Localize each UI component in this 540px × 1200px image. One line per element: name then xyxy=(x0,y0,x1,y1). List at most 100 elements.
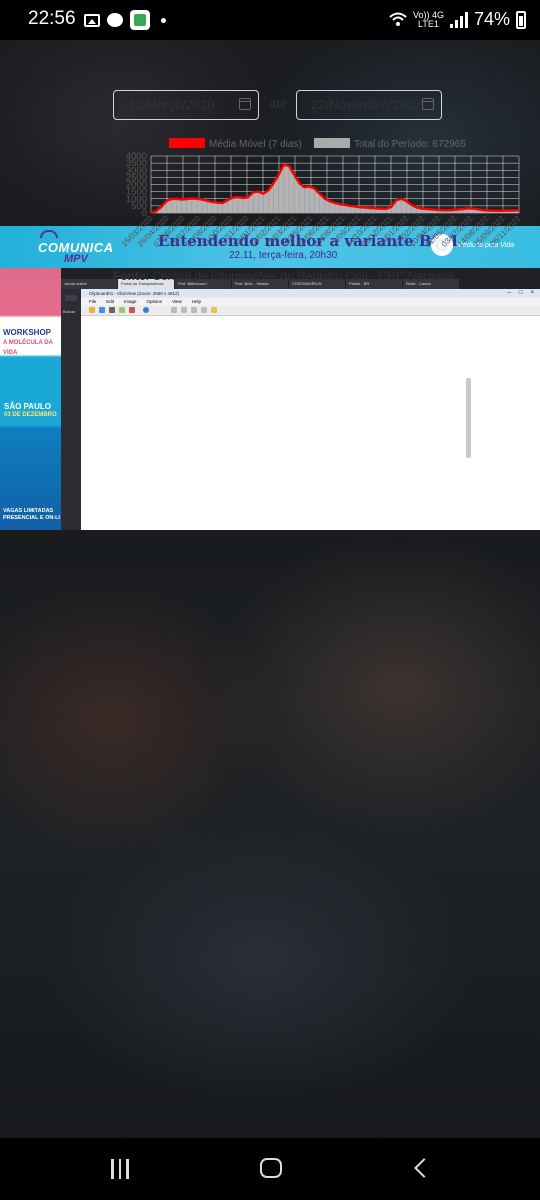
menu-item-file[interactable]: File xyxy=(89,299,97,304)
brand-line1: COMUNICA xyxy=(38,240,114,255)
date-to-value: 22/Novembro/2022 xyxy=(311,97,422,112)
browser-tab[interactable]: Portal da Transparência xyxy=(118,279,174,289)
menu-item-help[interactable]: Help xyxy=(191,299,202,304)
maximize-icon[interactable]: □ xyxy=(518,290,523,296)
gallery-icon xyxy=(84,13,100,27)
browser-tab[interactable]: Prof. Brito - Versão xyxy=(232,279,288,289)
workshop-vagas: VAGAS LIMITADAS PRESENCIAL E ON-LI xyxy=(3,508,60,522)
network-label-top: Vo)) 4G xyxy=(412,9,444,20)
close-icon[interactable]: × xyxy=(530,290,534,296)
menu-item-edit[interactable]: Edit xyxy=(106,299,115,304)
network-type: Vo)) 4G LTE1 xyxy=(412,9,444,29)
workshop-city: SÃO PAULO xyxy=(4,402,51,411)
legend-label-moving-average: Média Móvel (7 dias) xyxy=(209,139,302,150)
browser-tab-bar: Jornal online Portal da Transparência Prof… xyxy=(61,268,540,289)
y-tick-label: 500 xyxy=(131,201,147,212)
zoom-out-icon[interactable] xyxy=(181,307,187,313)
legend-swatch-total xyxy=(314,138,350,148)
workshop-title: WORKSHOP A MOLÉCULA DA VIDA xyxy=(3,328,62,358)
irfanview-window: Clipboard01 - IrfanView (Zoom: 2560 x 48… xyxy=(81,289,540,530)
minimize-icon[interactable]: – xyxy=(507,290,511,296)
windows-sidebar: Buscar xyxy=(61,289,81,530)
save-icon[interactable] xyxy=(99,307,105,313)
recent-apps-icon[interactable] xyxy=(111,1159,129,1179)
y-tick-label: 1000 xyxy=(126,194,147,205)
chat-icon xyxy=(107,13,123,27)
partner-name: Médicos pela Vida xyxy=(457,241,515,249)
window-controls: – □ × xyxy=(508,289,534,298)
network-label-bottom: LTE1 xyxy=(418,18,439,29)
more-notifications-icon xyxy=(161,17,166,23)
deaths-chart: Média Móvel (7 dias) Total do Período: 67… xyxy=(99,130,529,265)
battery-percentage: 74% xyxy=(473,9,510,29)
navigation-bar xyxy=(0,1138,540,1200)
date-from-input[interactable]: 12/Março/2020 xyxy=(113,90,259,120)
open-icon[interactable] xyxy=(89,307,95,313)
y-tick-label: 4000 xyxy=(126,151,147,162)
y-tick-label: 3500 xyxy=(126,158,147,169)
calendar-icon[interactable] xyxy=(239,98,251,110)
previous-icon[interactable] xyxy=(191,307,197,313)
date-from-value: 12/Março/2020 xyxy=(128,97,215,112)
calendar-icon[interactable] xyxy=(422,98,434,110)
print-icon[interactable] xyxy=(109,307,115,313)
source-note: Fonte: Central de Informações do Registr… xyxy=(113,269,454,283)
browser-tab[interactable]: Jornal online xyxy=(61,279,117,289)
broadcast-icon xyxy=(40,230,58,238)
shared-screen: Jornal online Portal da Transparência Prof… xyxy=(61,268,540,530)
live-banner: COMUNICA MPV Entendendo melhor a variant… xyxy=(0,226,540,268)
window-titlebar: Clipboard01 - IrfanView (Zoom: 2560 x 48… xyxy=(81,289,540,298)
menu-item-view[interactable]: View xyxy=(172,299,182,304)
next-icon[interactable] xyxy=(201,307,207,313)
workshop-date: 03 DE DEZEMBRO xyxy=(4,412,57,418)
date-to-input[interactable]: 22/Novembro/2022 xyxy=(296,90,442,120)
back-icon[interactable] xyxy=(414,1158,434,1178)
sidebar-label: Buscar xyxy=(63,309,76,314)
banner-subtitle: 22.11, terça-feira, 20h30 xyxy=(229,250,338,261)
status-right: Vo)) 4G LTE1 74% xyxy=(389,9,526,30)
partner-logo: Médicos pela Vida xyxy=(431,234,514,256)
vagas-line1: VAGAS LIMITADAS xyxy=(3,508,54,514)
y-tick-label: 2000 xyxy=(126,180,147,191)
partner-icon xyxy=(431,234,453,256)
chart-svg: Média Móvel (7 dias) Total do Período: 67… xyxy=(120,138,523,249)
date-range-separator: até xyxy=(269,96,288,111)
page-scrollbar[interactable] xyxy=(466,378,471,458)
wifi-icon xyxy=(389,12,407,26)
browser-tab[interactable]: CORONAVÍRUS xyxy=(289,279,345,289)
workshop-location: SÃO PAULO 03 DE DEZEMBRO xyxy=(4,402,57,420)
browser-tabs: Jornal online Portal da Transparência Prof… xyxy=(61,279,459,289)
browser-tab[interactable]: Prof. Bittencourt xyxy=(175,279,231,289)
y-tick-label: 3000 xyxy=(126,165,147,176)
notification-icons xyxy=(84,10,166,30)
settings-icon[interactable] xyxy=(211,307,217,313)
vagas-line2: PRESENCIAL E ON-LI xyxy=(3,515,61,521)
home-icon[interactable] xyxy=(260,1158,282,1178)
y-tick-label: 1500 xyxy=(126,187,147,198)
source-label: Fonte xyxy=(113,269,146,283)
info-icon[interactable] xyxy=(143,307,149,313)
window-menu: File Edit Image Options View Help xyxy=(81,298,540,305)
workshop-label: WORKSHOP xyxy=(3,328,51,337)
menu-item-image[interactable]: Image xyxy=(124,299,137,304)
zoom-in-icon[interactable] xyxy=(171,307,177,313)
copy-icon[interactable] xyxy=(119,307,125,313)
menu-item-options[interactable]: Options xyxy=(146,299,163,304)
battery-icon xyxy=(516,10,526,29)
y-tick-label: 0 xyxy=(142,208,147,219)
chart-page-content: 12/Março/2020 até 22/Novembro/2022 Média… xyxy=(99,90,529,304)
workshop-subtitle: A MOLÉCULA DA VIDA xyxy=(3,340,53,356)
browser-tab[interactable]: Rede - Casos xyxy=(403,279,459,289)
window-title: Clipboard01 - IrfanView (Zoom: 2560 x 48… xyxy=(89,291,179,296)
y-tick-label: 2500 xyxy=(126,172,147,183)
brand-logo: COMUNICA MPV xyxy=(38,233,114,265)
source-text: : Central de Informações do Registro Civ… xyxy=(145,269,455,283)
delete-icon[interactable] xyxy=(129,307,135,313)
moving-average-line xyxy=(150,163,520,214)
browser-tab[interactable]: Painel - BR xyxy=(346,279,402,289)
sidebar-menu-icon[interactable] xyxy=(65,295,77,301)
banner-title: Entendendo melhor a variante BQ.1 xyxy=(158,232,460,250)
signal-icon xyxy=(449,11,468,28)
status-bar: 22:56 Vo)) 4G LTE1 74% xyxy=(0,0,540,40)
video-frame[interactable]: COMUNICA MPV Entendendo melhor a variant… xyxy=(0,226,540,530)
